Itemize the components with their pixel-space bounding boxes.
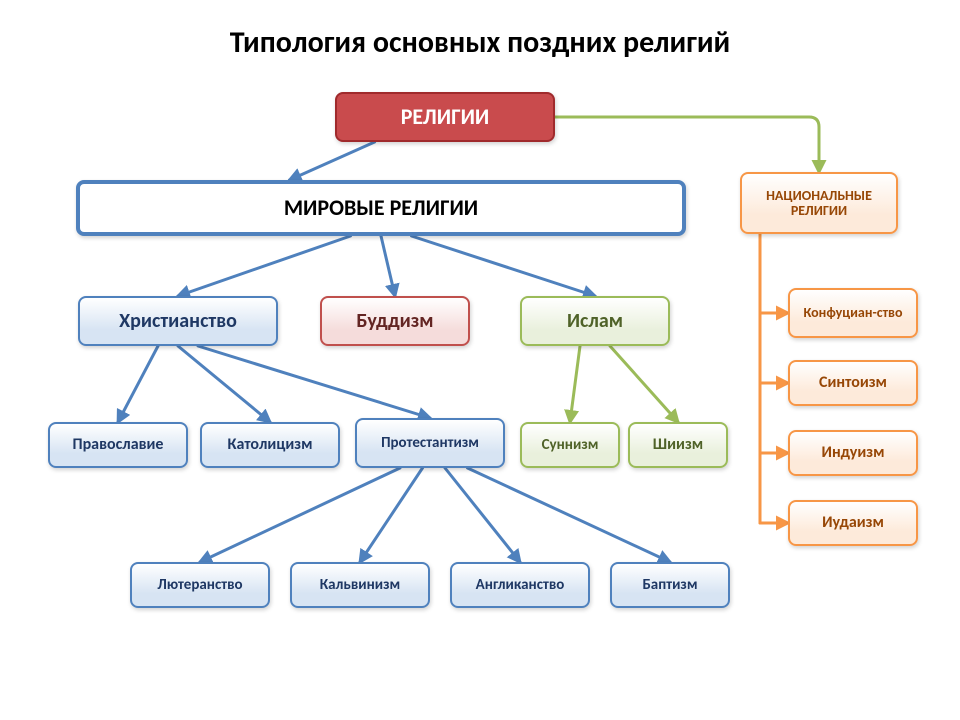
node-hinduism: Индуизм xyxy=(788,430,918,476)
page-title: Типология основных поздних религий xyxy=(0,24,960,61)
diagram-stage: Типология основных поздних религий РЕЛИГ… xyxy=(0,0,960,720)
node-calvinism: Кальвинизм xyxy=(290,562,430,608)
node-lutheranism: Лютеранство xyxy=(130,562,270,608)
node-judaism: Иудаизм xyxy=(788,500,918,546)
node-shinto: Синтоизм xyxy=(788,360,918,406)
node-catholicism: Католицизм xyxy=(200,422,340,468)
node-shiism: Шиизм xyxy=(628,422,728,468)
node-world: МИРОВЫЕ РЕЛИГИИ xyxy=(76,180,686,236)
node-christianity: Христианство xyxy=(78,296,278,346)
node-religions: РЕЛИГИИ xyxy=(335,92,555,142)
node-sunnism: Суннизм xyxy=(520,422,620,468)
node-baptism: Баптизм xyxy=(610,562,730,608)
node-islam: Ислам xyxy=(520,296,670,346)
node-protestantism: Протестантизм xyxy=(355,418,505,468)
node-orthodoxy: Православие xyxy=(48,422,188,468)
node-buddhism: Буддизм xyxy=(320,296,470,346)
node-national: НАЦИОНАЛЬНЫЕ РЕЛИГИИ xyxy=(740,172,898,234)
node-anglicanism: Англиканство xyxy=(450,562,590,608)
node-confucianism: Конфуциан-ство xyxy=(788,288,918,338)
